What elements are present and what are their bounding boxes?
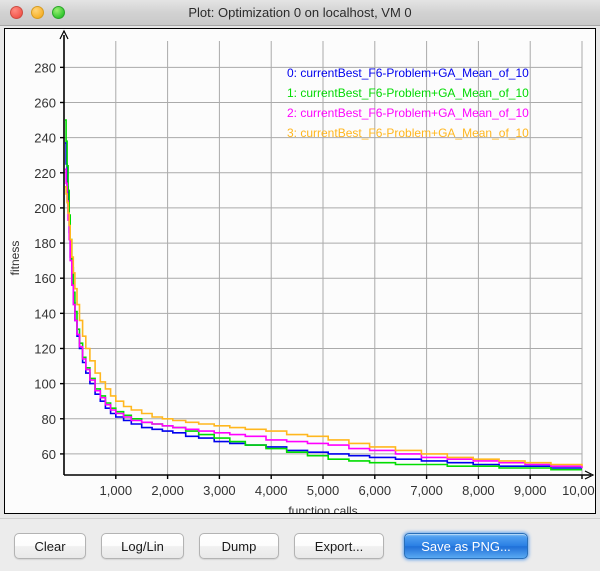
y-axis-tick-label: 60	[42, 447, 56, 462]
axis-titles: function calls fitness	[8, 241, 358, 513]
x-axis-title: function calls	[288, 504, 357, 513]
axis-lines	[59, 29, 595, 480]
log-lin-toggle-button[interactable]: Log/Lin	[101, 533, 184, 559]
minimize-button[interactable]	[31, 6, 44, 19]
x-axis-tick-label: 7,000	[410, 483, 443, 498]
x-axis-arrow	[584, 470, 595, 480]
axis-tick-labels: 1,000 2,000 3,000 4,000 5,000 6,000 7,000 8,000…	[34, 60, 595, 498]
window-controls	[10, 6, 65, 19]
legend-item-0: 0: currentBest_F6-Problem+GA_Mean_of_10	[287, 66, 529, 80]
toolbar: Clear Log/Lin Dump Export... Save as PNG…	[0, 518, 600, 571]
x-axis-tick-label: 6,000	[359, 483, 392, 498]
maximize-button[interactable]	[52, 6, 65, 19]
x-axis-tick-label: 9,000	[514, 483, 547, 498]
axis-ticks	[60, 66, 583, 479]
y-axis-tick-label: 100	[34, 377, 56, 392]
y-axis-tick-label: 200	[34, 201, 56, 216]
gridlines	[64, 41, 583, 475]
x-axis-tick-label: 1,000	[100, 483, 133, 498]
y-axis-tick-label: 260	[34, 95, 56, 110]
plot-background	[5, 29, 595, 513]
plot-area: 1,000 2,000 3,000 4,000 5,000 6,000 7,000 8,000…	[4, 28, 596, 514]
legend-item-3: 3: currentBest_F6-Problem+GA_Mean_of_10	[287, 126, 529, 140]
y-axis-tick-label: 240	[34, 131, 56, 146]
y-axis-tick-label: 160	[34, 271, 56, 286]
y-axis-tick-label: 280	[34, 60, 56, 75]
data-series-line-3	[65, 186, 583, 467]
y-axis-tick-label: 80	[42, 412, 56, 427]
data-series-line-1	[65, 119, 582, 471]
x-axis-tick-label: 4,000	[255, 483, 288, 498]
dump-button[interactable]: Dump	[199, 533, 279, 559]
export-button[interactable]: Export...	[294, 533, 384, 559]
window-titlebar: Plot: Optimization 0 on localhost, VM 0	[0, 0, 600, 26]
y-axis-tick-label: 120	[34, 341, 56, 356]
x-axis-tick-label: 8,000	[462, 483, 495, 498]
x-axis-tick-label: 3,000	[203, 483, 236, 498]
legend-item-2: 2: currentBest_F6-Problem+GA_Mean_of_10	[287, 106, 529, 120]
legend: 0: currentBest_F6-Problem+GA_Mean_of_10 1…	[287, 66, 529, 140]
plot-canvas: 1,000 2,000 3,000 4,000 5,000 6,000 7,000 8,000…	[5, 29, 595, 513]
window-title: Plot: Optimization 0 on localhost, VM 0	[188, 5, 412, 20]
y-axis-tick-label: 220	[34, 166, 56, 181]
x-axis-tick-label: 2,000	[151, 483, 184, 498]
x-axis-tick-label: 5,000	[307, 483, 340, 498]
y-axis-title: fitness	[8, 241, 22, 276]
y-axis-tick-label: 180	[34, 236, 56, 251]
close-button[interactable]	[10, 6, 23, 19]
clear-button[interactable]: Clear	[14, 533, 86, 559]
data-series-group	[65, 119, 583, 471]
y-axis-arrow	[59, 29, 69, 40]
y-axis-tick-label: 140	[34, 306, 56, 321]
data-series-line-2	[65, 168, 583, 468]
x-axis-tick-label: 10,000	[562, 483, 595, 498]
save-as-png-button[interactable]: Save as PNG...	[404, 533, 528, 559]
legend-item-1: 1: currentBest_F6-Problem+GA_Mean_of_10	[287, 86, 529, 100]
